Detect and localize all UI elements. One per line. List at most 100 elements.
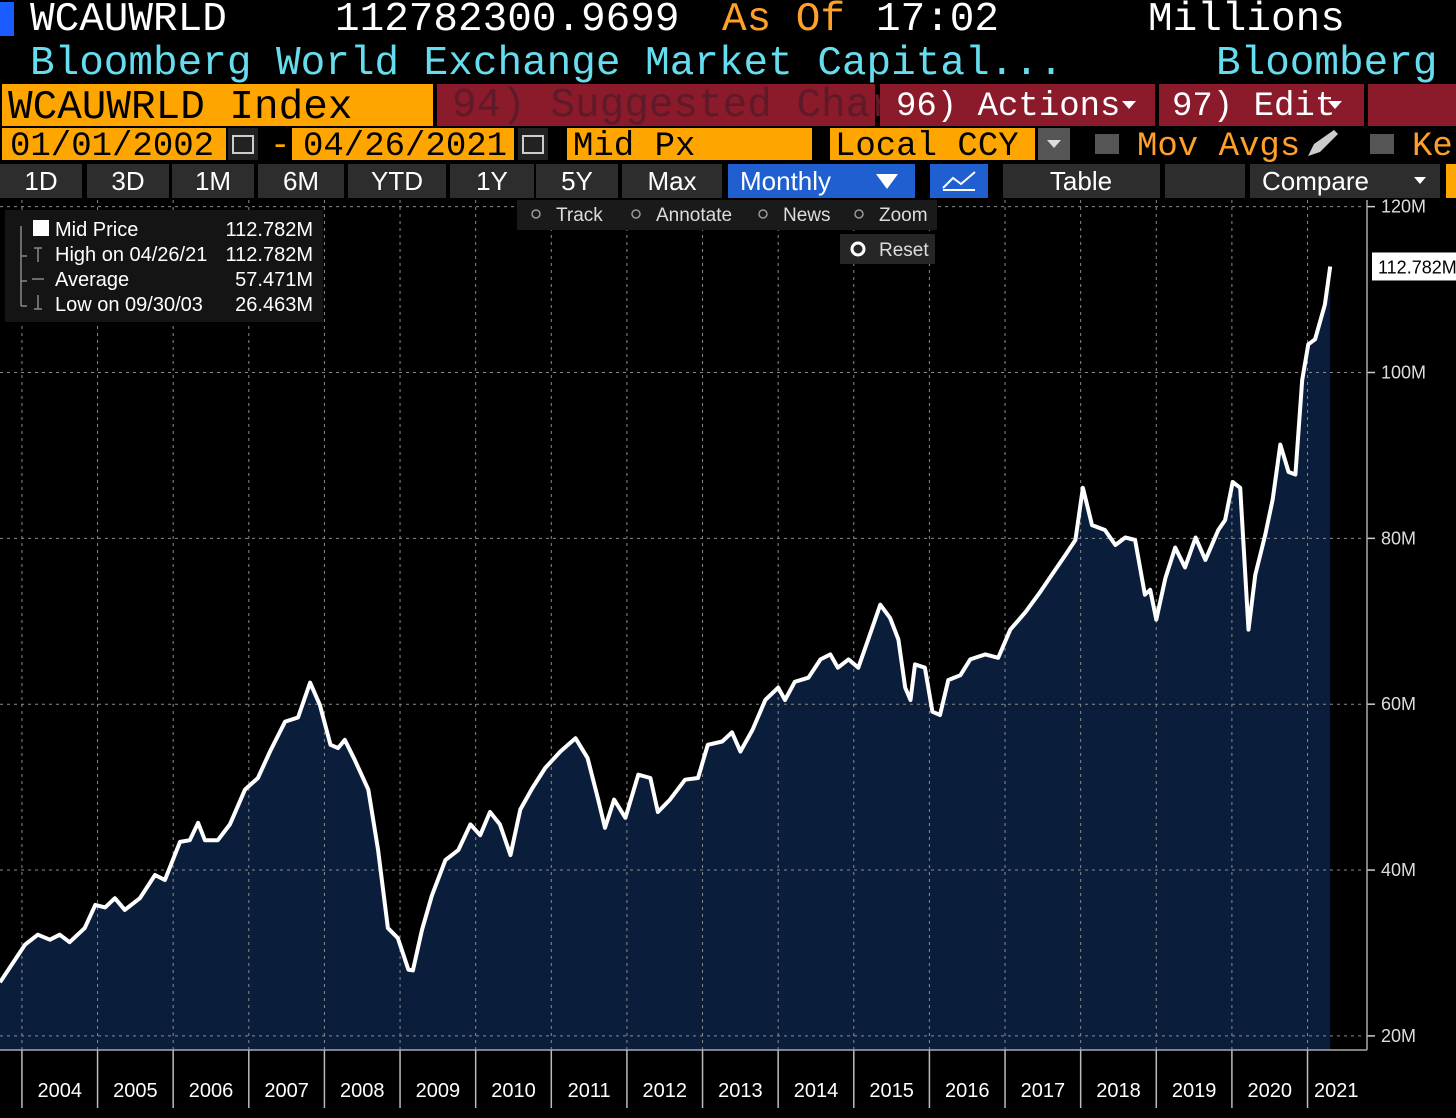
time: 17:02 [876,0,999,43]
tab[interactable]: 5Y [561,166,593,196]
legend-icons [20,226,44,310]
x-tick-label: 2006 [189,1080,234,1102]
x-tick-label: 2010 [491,1080,536,1102]
key[interactable]: Ke [1412,128,1453,166]
x-tick-label: 2009 [416,1080,461,1102]
legend-value: 112.782M [226,244,313,266]
dropdown-arrow [876,174,898,189]
empty-box [1165,164,1245,198]
area [0,266,1331,1050]
as-of: As Of [722,0,845,43]
field[interactable]: Mid Px [573,128,695,166]
edge-box [1446,164,1456,198]
field-box[interactable] [567,128,812,160]
tool[interactable]: Annotate [656,205,732,226]
end-date[interactable]: 04/26/2021 [303,128,507,166]
security-box[interactable] [2,84,433,126]
calendar-glyph [522,135,544,154]
x-tick-label: 2015 [869,1080,914,1102]
checkbox[interactable] [1095,134,1119,154]
compare-box[interactable] [1250,164,1440,198]
ticker: WCAUWRLD [30,0,227,43]
suggested-box[interactable] [437,84,875,126]
tab[interactable]: 1Y [476,166,508,196]
tab-box[interactable] [450,164,534,198]
x-tick-label: 2019 [1172,1080,1217,1102]
marker [0,2,14,36]
actions[interactable]: 96) Actions [896,88,1120,126]
calendar-glyph [232,135,254,154]
currency[interactable]: Local CCY [835,128,1019,166]
price: 112782300.9699 [335,0,679,43]
description: Bloomberg World Exchange Market Capital.… [30,41,1063,87]
end-date-box[interactable] [292,128,514,160]
tab-box[interactable] [622,164,722,198]
tab[interactable]: 1M [195,166,231,196]
security[interactable]: WCAUWRLD Index [8,85,352,131]
tab[interactable]: 1D [24,166,57,196]
reset-box[interactable] [840,234,935,264]
suggested[interactable]: 94) Suggested Charts [452,83,944,129]
pencil-icon [1308,130,1338,156]
start-date-box[interactable] [2,128,226,160]
checkbox[interactable] [1370,134,1394,154]
tool[interactable]: News [783,205,831,226]
tab-box[interactable] [348,164,446,198]
x-tick-label: 2007 [264,1080,309,1102]
tab[interactable]: YTD [371,166,423,196]
tool-icon [531,209,541,219]
tab[interactable]: 3D [111,166,144,196]
x-tick-label: 2021 [1314,1080,1359,1102]
start-date[interactable]: 01/01/2002 [10,128,214,166]
tab-box[interactable] [0,164,82,198]
x-tick-label: 2017 [1021,1080,1066,1102]
edit[interactable]: 97) Edit [1172,88,1335,126]
x-tick-label: 2013 [718,1080,763,1102]
table[interactable]: Table [1050,166,1112,196]
tab-box[interactable] [172,164,254,198]
x-tick-label: 2005 [113,1080,158,1102]
edit-box[interactable] [1159,84,1364,126]
tool[interactable]: Zoom [879,205,928,226]
tab-box[interactable] [87,164,169,198]
mov-avgs[interactable]: Mov Avgs [1137,128,1300,166]
legend-label: Low on 09/30/03 [55,294,203,316]
x-tick-label: 2012 [642,1080,687,1102]
tool[interactable]: Track [556,205,603,226]
menu-box [1368,84,1456,126]
line [0,266,1333,984]
tool-icon [631,209,641,219]
actions-box[interactable] [880,84,1155,126]
chart-icon [942,171,976,191]
compare[interactable]: Compare [1262,166,1369,196]
x-tick-label: 2018 [1096,1080,1141,1102]
legend-label: Mid Price [55,219,138,241]
currency-box[interactable] [830,128,1035,160]
tab-box[interactable] [258,164,344,198]
reset[interactable]: Reset [879,240,929,261]
table-box[interactable] [1003,164,1160,198]
y-tick-label: 20M [1381,1026,1416,1046]
period[interactable]: Monthly [740,166,831,196]
y-tick-label: 120M [1381,197,1426,217]
tab-box[interactable] [536,164,618,198]
dropdown-arrow [1328,101,1342,109]
x-tick-label: 2004 [37,1080,82,1102]
legend-swatch [33,220,49,236]
last-value-label: 112.782M [1378,257,1456,277]
tool-icon [758,209,768,219]
y-tick-label: 100M [1381,362,1426,382]
y-tick-label: 40M [1381,860,1416,880]
source: Bloomberg [1216,41,1437,87]
tab[interactable]: Max [647,166,696,196]
y-tick-label: 80M [1381,528,1416,548]
chart-icon-box[interactable] [930,164,988,198]
x-tick-label: 2008 [340,1080,385,1102]
last-value-box [1372,252,1456,281]
toolbar [517,200,937,230]
legend-label: Average [55,269,129,291]
tab[interactable]: 6M [283,166,319,196]
dropdown-arrow [1414,177,1426,184]
reset-icon [850,241,866,257]
